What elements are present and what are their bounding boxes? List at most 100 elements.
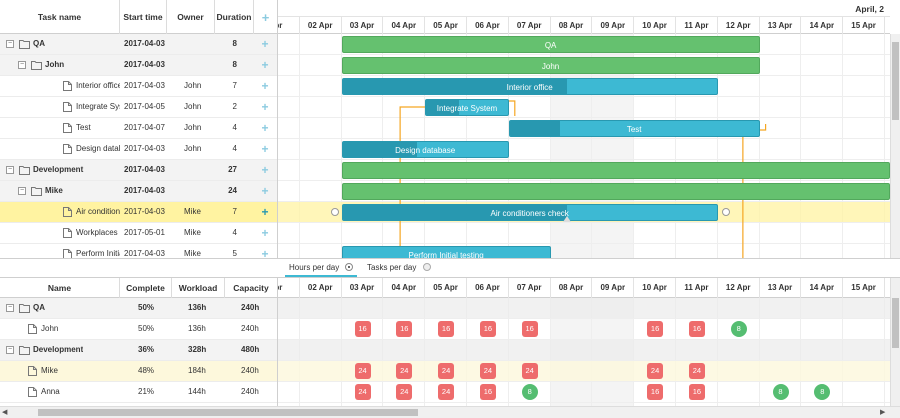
hours-radio-selected[interactable] bbox=[345, 263, 354, 271]
task-progress[interactable] bbox=[342, 79, 568, 94]
col-duration[interactable]: Duration bbox=[215, 0, 254, 34]
task-bar[interactable]: QA bbox=[341, 36, 760, 53]
add-subtask-button[interactable]: + bbox=[261, 205, 269, 219]
hours-per-day-option[interactable]: Hours per day bbox=[285, 259, 358, 277]
add-subtask-button[interactable]: + bbox=[261, 163, 269, 177]
task-progress[interactable] bbox=[509, 121, 560, 136]
collapse-toggle-icon[interactable]: − bbox=[6, 346, 14, 354]
scroll-left-arrow[interactable]: ◀ bbox=[2, 409, 8, 416]
task-row[interactable]: Test 2017-04-07 John 4 + bbox=[0, 118, 277, 139]
task-bar[interactable]: Perform Initial testing bbox=[341, 246, 551, 258]
task-start: 2017-04-07 bbox=[124, 123, 165, 132]
task-progress[interactable] bbox=[342, 142, 417, 157]
workload-badge: 8 bbox=[521, 384, 538, 400]
add-subtask-button[interactable]: + bbox=[261, 121, 269, 135]
workload-badge: 24 bbox=[396, 363, 413, 379]
task-name: John bbox=[45, 60, 65, 69]
scroll-thumb-top[interactable] bbox=[892, 42, 899, 120]
workload-badge: 8 bbox=[814, 384, 831, 400]
task-row[interactable]: Air conditioners chec 2017-04-03 Mike 7 + bbox=[0, 202, 277, 223]
task-row[interactable]: Integrate System 2017-04-05 John 2 + bbox=[0, 97, 277, 118]
task-row[interactable]: − John 2017-04-03 8 + bbox=[0, 55, 277, 76]
tasks-radio[interactable] bbox=[422, 263, 431, 271]
col-resource-name[interactable]: Name bbox=[0, 278, 120, 298]
vertical-scrollbar-bottom[interactable] bbox=[890, 278, 900, 408]
link-handle-icon[interactable] bbox=[721, 208, 730, 216]
col-capacity[interactable]: Capacity bbox=[225, 278, 277, 298]
task-bar[interactable] bbox=[341, 162, 890, 179]
scroll-thumb-bottom[interactable] bbox=[892, 298, 899, 348]
task-bar[interactable]: Interior office bbox=[341, 78, 718, 95]
task-bar[interactable]: Design database bbox=[341, 141, 509, 158]
tasks-per-day-option[interactable]: Tasks per day bbox=[363, 259, 435, 277]
col-start-time[interactable]: Start time bbox=[120, 0, 167, 34]
add-subtask-button[interactable]: + bbox=[261, 184, 269, 198]
task-row[interactable]: Design database 2017-04-03 John 4 + bbox=[0, 139, 277, 160]
col-owner[interactable]: Owner bbox=[167, 0, 215, 34]
add-task-header-button[interactable]: + bbox=[254, 0, 277, 34]
task-name: Interior office bbox=[76, 81, 120, 90]
add-subtask-button[interactable]: + bbox=[261, 79, 269, 93]
progress-drag-icon[interactable] bbox=[563, 216, 572, 222]
collapse-toggle-icon[interactable]: − bbox=[6, 40, 14, 48]
task-progress[interactable] bbox=[342, 205, 568, 220]
task-name: Design database bbox=[76, 144, 120, 153]
resource-row[interactable]: − Development 36% 328h 480h bbox=[0, 340, 277, 361]
vertical-scrollbar-top[interactable] bbox=[890, 34, 900, 258]
resource-row[interactable]: Anna 21% 144h 240h bbox=[0, 382, 277, 403]
task-duration: 4 bbox=[232, 144, 237, 153]
task-bar-label: Interior office bbox=[506, 83, 553, 92]
collapse-toggle-icon[interactable]: − bbox=[18, 61, 26, 69]
day-label: 10 Apr bbox=[634, 17, 676, 34]
resource-row[interactable]: − QA 50% 136h 240h bbox=[0, 298, 277, 319]
task-bar[interactable]: Integrate System bbox=[425, 99, 509, 116]
workload-badge: 16 bbox=[688, 384, 705, 400]
workload-badge: 24 bbox=[479, 363, 496, 379]
task-row[interactable]: − QA 2017-04-03 8 + bbox=[0, 34, 277, 55]
add-subtask-button[interactable]: + bbox=[261, 37, 269, 51]
collapse-toggle-icon[interactable]: − bbox=[18, 187, 26, 195]
folder-icon bbox=[19, 304, 30, 313]
task-duration: 2 bbox=[232, 102, 237, 111]
add-subtask-button[interactable]: + bbox=[261, 100, 269, 114]
collapse-toggle-icon[interactable]: − bbox=[6, 166, 14, 174]
task-bar[interactable] bbox=[341, 183, 890, 200]
task-duration: 27 bbox=[228, 165, 237, 174]
task-row[interactable]: Interior office 2017-04-03 John 7 + bbox=[0, 76, 277, 97]
workload-badge: 24 bbox=[438, 384, 455, 400]
day-column bbox=[509, 34, 551, 258]
add-subtask-button[interactable]: + bbox=[261, 142, 269, 156]
link-handle-icon[interactable] bbox=[330, 208, 339, 216]
task-owner: John bbox=[184, 123, 202, 132]
task-bar[interactable]: Air conditioners check bbox=[341, 204, 718, 221]
task-bar[interactable]: John bbox=[341, 57, 760, 74]
horizontal-scrollbar[interactable]: ◀ ▶ bbox=[0, 406, 900, 418]
task-row[interactable]: − Mike 2017-04-03 24 + bbox=[0, 181, 277, 202]
task-row[interactable]: − Development 2017-04-03 27 + bbox=[0, 160, 277, 181]
scroll-right-arrow[interactable]: ▶ bbox=[880, 409, 886, 416]
add-subtask-button[interactable]: + bbox=[261, 58, 269, 72]
day-label: 12 Apr bbox=[718, 17, 760, 34]
task-bar[interactable]: Test bbox=[508, 120, 760, 137]
add-subtask-button[interactable]: + bbox=[261, 247, 269, 258]
col-task-name[interactable]: Task name bbox=[0, 0, 120, 34]
resource-toggle-bar: Hours per day Tasks per day bbox=[0, 258, 900, 278]
task-owner: John bbox=[184, 144, 202, 153]
task-row[interactable]: Workplaces importat 2017-05-01 Mike 4 + bbox=[0, 223, 277, 244]
task-row[interactable]: Perform Initial testing 2017-04-03 Mike 5 + bbox=[0, 244, 277, 258]
day-column bbox=[300, 34, 342, 258]
col-complete[interactable]: Complete bbox=[120, 278, 172, 298]
col-workload[interactable]: Workload bbox=[172, 278, 225, 298]
day-column bbox=[278, 34, 300, 258]
hours-per-day-label: Hours per day bbox=[289, 263, 340, 272]
resource-row[interactable]: John 50% 136h 240h bbox=[0, 319, 277, 340]
add-subtask-button[interactable]: + bbox=[261, 226, 269, 240]
scroll-thumb-horizontal[interactable] bbox=[38, 409, 418, 416]
task-progress[interactable] bbox=[426, 100, 459, 115]
day-column bbox=[801, 34, 844, 258]
resource-row[interactable]: Mike 48% 184h 240h bbox=[0, 361, 277, 382]
collapse-toggle-icon[interactable]: − bbox=[6, 304, 14, 312]
task-start: 2017-04-03 bbox=[124, 60, 165, 69]
